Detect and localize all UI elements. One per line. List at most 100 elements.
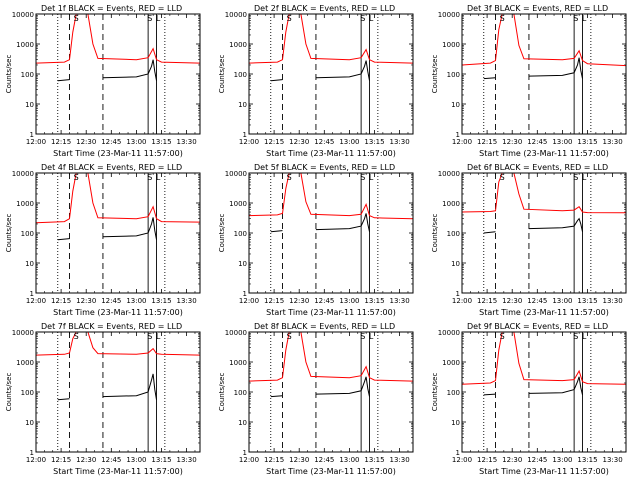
series-line: [35, 13, 201, 64]
marker-label: S: [360, 173, 365, 182]
x-tick-label: 13:15: [577, 138, 597, 146]
y-axis-label: Counts/sec: [218, 214, 226, 253]
x-tick-label: 12:00: [452, 297, 472, 305]
y-axis-label: Counts/sec: [5, 373, 13, 412]
y-tick-label: 10000: [225, 170, 247, 178]
marker-label: S: [147, 14, 152, 23]
chart-title: Det 5f BLACK = Events, RED = LLD: [254, 163, 395, 172]
plot-frame: [461, 331, 627, 453]
y-tick-label: 1000: [442, 200, 460, 208]
marker-label: S: [360, 332, 365, 341]
marker-label: L: [369, 332, 374, 341]
chart-title: Det 6f BLACK = Events, RED = LLD: [467, 163, 608, 172]
x-tick-label: 12:45: [101, 138, 121, 146]
x-tick-label: 12:00: [239, 297, 259, 305]
x-tick-label: 12:15: [477, 456, 497, 464]
y-axis-label: Counts/sec: [431, 55, 439, 94]
x-tick-label: 13:00: [126, 138, 146, 146]
marker-label: S: [500, 14, 505, 23]
marker-label: S: [287, 173, 292, 182]
x-axis-label: Start Time (23-Mar-11 11:57:00): [479, 308, 609, 317]
x-tick-label: 12:30: [502, 297, 522, 305]
x-tick-label: 13:15: [364, 138, 384, 146]
x-tick-label: 13:00: [339, 138, 359, 146]
marker-label: S: [147, 332, 152, 341]
x-axis-label: Start Time (23-Mar-11 11:57:00): [53, 467, 183, 476]
x-tick-label: 12:15: [264, 138, 284, 146]
x-tick-label: 13:00: [552, 297, 572, 305]
x-tick-label: 12:30: [289, 297, 309, 305]
y-tick-label: 1: [456, 449, 460, 457]
chart-title: Det 1f BLACK = Events, RED = LLD: [41, 4, 182, 13]
y-tick-label: 10: [238, 419, 247, 427]
y-tick-label: 1000: [442, 41, 460, 49]
x-tick-label: 12:30: [289, 138, 309, 146]
marker-label: S: [500, 173, 505, 182]
y-tick-label: 100: [21, 71, 34, 79]
plot-frame: [461, 13, 627, 135]
series-line: [271, 377, 375, 400]
y-tick-label: 100: [234, 389, 247, 397]
x-tick-label: 12:15: [264, 297, 284, 305]
x-tick-label: 12:00: [26, 297, 46, 305]
x-tick-label: 13:15: [151, 456, 171, 464]
marker-label: S: [573, 14, 578, 23]
x-axis-label: Start Time (23-Mar-11 11:57:00): [53, 149, 183, 158]
x-tick-label: 12:30: [76, 456, 96, 464]
y-axis-label: Counts/sec: [431, 214, 439, 253]
chart-panel: Det 8f BLACK = Events, RED = LLD Counts/s…: [218, 322, 414, 476]
plot-frame: [248, 331, 414, 453]
y-tick-label: 10: [451, 260, 460, 268]
x-axis-label: Start Time (23-Mar-11 11:57:00): [266, 308, 396, 317]
y-tick-label: 10000: [12, 11, 34, 19]
x-tick-label: 13:15: [151, 297, 171, 305]
plot-frame: [35, 172, 201, 294]
x-tick-label: 13:15: [577, 297, 597, 305]
chart-title: Det 2f BLACK = Events, RED = LLD: [254, 4, 395, 13]
y-tick-label: 1: [243, 290, 247, 298]
x-tick-label: 12:00: [239, 138, 259, 146]
marker-label: S: [74, 173, 79, 182]
x-axis-label: Start Time (23-Mar-11 11:57:00): [53, 308, 183, 317]
y-tick-label: 100: [21, 389, 34, 397]
y-tick-label: 10000: [438, 329, 460, 337]
chart-panel: Det 5f BLACK = Events, RED = LLD Counts/s…: [218, 163, 414, 317]
x-tick-label: 13:00: [552, 456, 572, 464]
y-tick-label: 1: [30, 290, 34, 298]
y-tick-label: 1: [456, 290, 460, 298]
x-tick-label: 13:15: [151, 138, 171, 146]
x-tick-label: 12:00: [239, 456, 259, 464]
series-line: [248, 331, 414, 382]
chart-title: Det 8f BLACK = Events, RED = LLD: [254, 322, 395, 331]
x-tick-label: 12:15: [264, 456, 284, 464]
y-tick-label: 1: [243, 449, 247, 457]
y-tick-label: 10000: [12, 170, 34, 178]
chart-title: Det 3f BLACK = Events, RED = LLD: [467, 4, 608, 13]
marker-label: S: [500, 332, 505, 341]
series-line: [35, 172, 201, 224]
x-tick-label: 12:15: [51, 138, 71, 146]
plot-frame: [35, 13, 201, 135]
marker-label: L: [582, 332, 587, 341]
x-tick-label: 13:30: [603, 138, 623, 146]
x-tick-label: 12:30: [76, 297, 96, 305]
series-line: [484, 219, 588, 234]
series-line: [484, 58, 588, 82]
x-axis-label: Start Time (23-Mar-11 11:57:00): [266, 149, 396, 158]
x-tick-label: 12:30: [502, 138, 522, 146]
marker-label: L: [156, 173, 161, 182]
marker-label: L: [369, 14, 374, 23]
y-tick-label: 1: [456, 131, 460, 139]
x-tick-label: 12:00: [26, 456, 46, 464]
series-line: [248, 13, 414, 64]
y-tick-label: 10: [238, 260, 247, 268]
y-tick-label: 10: [25, 419, 34, 427]
y-axis-label: Counts/sec: [218, 55, 226, 94]
marker-label: S: [360, 14, 365, 23]
y-tick-label: 1: [30, 449, 34, 457]
y-tick-label: 10: [238, 101, 247, 109]
x-tick-label: 12:45: [101, 456, 121, 464]
series-line: [271, 61, 375, 85]
y-tick-label: 100: [447, 389, 460, 397]
